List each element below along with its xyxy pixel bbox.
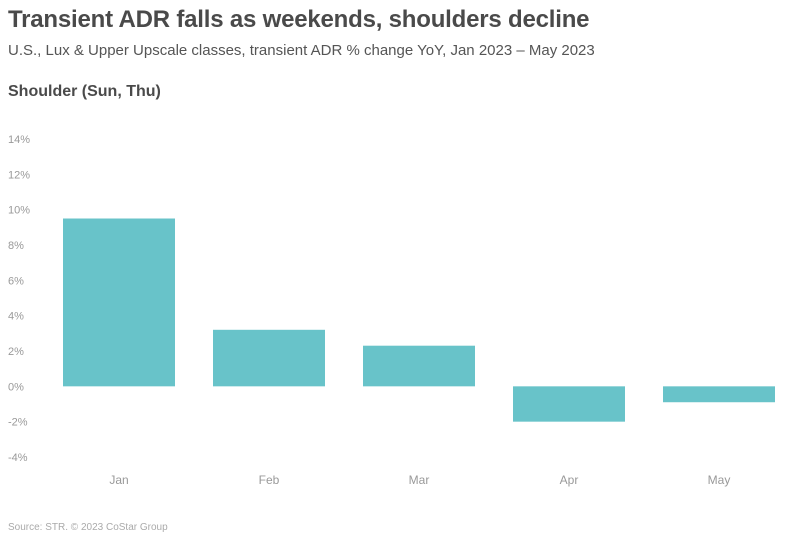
y-tick-label: 8% — [8, 240, 24, 252]
y-tick-label: 0% — [8, 381, 24, 393]
chart-title: Transient ADR falls as weekends, shoulde… — [8, 6, 590, 33]
y-tick-label: 12% — [8, 169, 30, 181]
x-tick-label: May — [708, 473, 731, 487]
y-tick-label: -4% — [8, 452, 28, 464]
bar-apr — [513, 386, 625, 422]
y-tick-label: 4% — [8, 311, 24, 323]
x-tick-label: Mar — [409, 473, 430, 487]
bar-may — [663, 386, 775, 403]
x-tick-label: Jan — [109, 473, 128, 487]
y-tick-label: 14% — [8, 134, 30, 146]
y-tick-label: -2% — [8, 417, 28, 429]
bar-feb — [213, 329, 325, 387]
panel-title: Shoulder (Sun, Thu) — [8, 83, 161, 100]
chart-subtitle: U.S., Lux & Upper Upscale classes, trans… — [8, 42, 595, 59]
bar-mar — [363, 345, 475, 387]
y-tick-label: 10% — [8, 205, 30, 217]
bar-jan — [63, 218, 175, 387]
x-tick-label: Feb — [259, 473, 280, 487]
source-note: Source: STR. © 2023 CoStar Group — [8, 522, 168, 533]
x-tick-label: Apr — [560, 473, 579, 487]
y-tick-label: 2% — [8, 346, 24, 358]
y-tick-label: 6% — [8, 275, 24, 287]
